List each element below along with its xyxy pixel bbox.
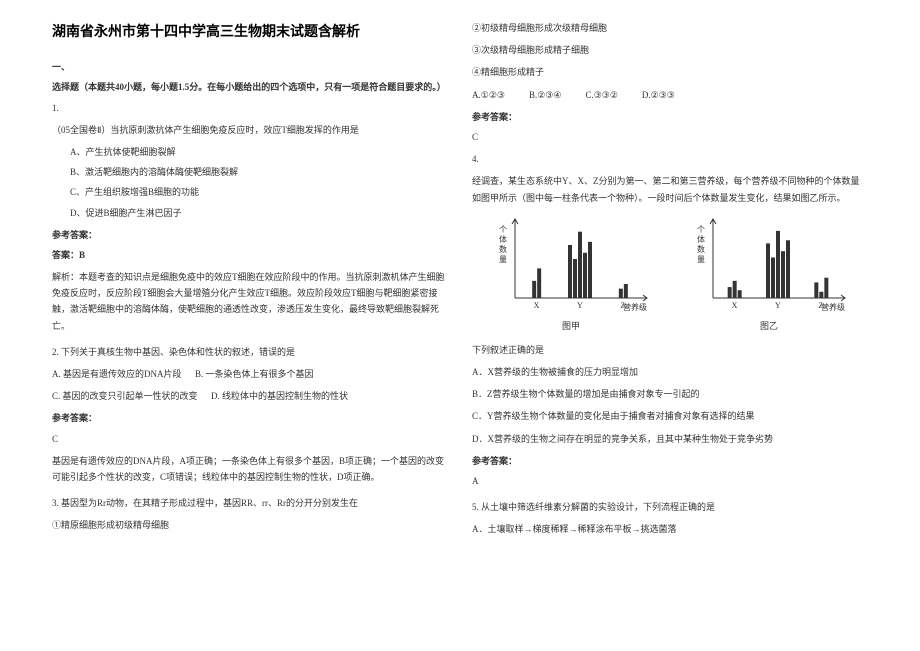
- section-instruction: 选择题（本题共40小题，每小题1.5分。在每小题给出的四个选项中，只有一项是符合…: [52, 79, 448, 95]
- q1-opt-b: B、激活靶细胞内的溶酶体酶使靶细胞裂解: [52, 164, 448, 180]
- q4-opt-c: C．Y营养级生物个体数量的变化是由于捕食者对捕食对象有选择的结果: [472, 408, 868, 424]
- q2-explanation: 基因是有遗传效应的DNA片段，A项正确；一条染色体上有很多个基因，B项正确；一个…: [52, 453, 448, 485]
- q5-opt-a: A．土壤取样→梯度稀释→稀释涂布平板→挑选菌落: [472, 521, 868, 537]
- section-heading: 一、: [52, 59, 448, 75]
- svg-text:量: 量: [499, 255, 507, 264]
- q1-ans-label: 参考答案：: [52, 227, 448, 243]
- q1-stem: （05全国卷Ⅱ）当抗原刺激抗体产生细胞免疫反应时，效应T细胞发挥的作用是: [52, 122, 448, 138]
- svg-text:营养级: 营养级: [821, 302, 845, 312]
- left-column: 湖南省永州市第十四中学高三生物期末试题含解析 一、 选择题（本题共40小题，每小…: [40, 20, 460, 631]
- chart-yi: 个体数量营养级 X Y Z: [689, 214, 849, 314]
- q2-stem: 2. 下列关于真核生物中基因、染色体和性状的叙述，错误的是: [52, 344, 448, 360]
- chart-jia: 个体数量营养级 X Y Z: [491, 214, 651, 314]
- q3-o4: ④精细胞形成精子: [472, 64, 868, 80]
- svg-text:数: 数: [499, 244, 507, 254]
- svg-text:数: 数: [697, 244, 705, 254]
- svg-text:Y: Y: [577, 301, 583, 310]
- q4-sub: 下列叙述正确的是: [472, 342, 868, 358]
- q3-opt-d: D.②③③: [642, 87, 675, 103]
- q1-ans: 答案：B: [52, 247, 448, 263]
- chart-yi-caption: 图乙: [689, 318, 849, 334]
- q2-ans: C: [52, 431, 448, 447]
- svg-text:体: 体: [499, 234, 507, 244]
- q3-o2: ②初级精母细胞形成次级精母细胞: [472, 20, 868, 36]
- svg-text:Y: Y: [775, 301, 781, 310]
- question-4: 4. 经调查，某生态系统中Y、X、Z分别为第一、第二和第三营养级，每个营养级不同…: [472, 151, 868, 489]
- svg-text:个: 个: [697, 225, 705, 234]
- q3-opt-a: A.①②③: [472, 87, 505, 103]
- q1-opt-c: C、产生组织胺增强B细胞的功能: [52, 184, 448, 200]
- svg-text:体: 体: [697, 234, 705, 244]
- question-3: 3. 基因型为Rr动物，在其精子形成过程中，基因RR、rr、Rr的分开分别发生在…: [52, 495, 448, 533]
- q4-opt-b: B．Z营养级生物个体数量的增加是由捕食对象专一引起的: [472, 386, 868, 402]
- q5-stem: 5. 从土壤中筛选纤维素分解菌的实验设计，下列流程正确的是: [472, 499, 868, 515]
- q4-ans-label: 参考答案：: [472, 453, 868, 469]
- q1-explanation: 解析：本题考查的知识点是细胞免疫中的效应T细胞在效应阶段中的作用。当抗原刺激机体…: [52, 269, 448, 334]
- q3-ans: C: [472, 129, 868, 145]
- q3-opt-c: C.③③②: [585, 87, 617, 103]
- chart-jia-caption: 图甲: [491, 318, 651, 334]
- question-1: 1. （05全国卷Ⅱ）当抗原刺激抗体产生细胞免疫反应时，效应T细胞发挥的作用是 …: [52, 100, 448, 334]
- question-5: 5. 从土壤中筛选纤维素分解菌的实验设计，下列流程正确的是 A．土壤取样→梯度稀…: [472, 499, 868, 537]
- right-column: ②初级精母细胞形成次级精母细胞 ③次级精母细胞形成精子细胞 ④精细胞形成精子 A…: [460, 20, 880, 631]
- q4-opt-a: A．X营养级的生物被捕食的压力明显增加: [472, 364, 868, 380]
- q3-ans-label: 参考答案：: [472, 109, 868, 125]
- q2-ans-label: 参考答案：: [52, 410, 448, 426]
- svg-text:个: 个: [499, 225, 507, 234]
- doc-title: 湖南省永州市第十四中学高三生物期末试题含解析: [52, 20, 448, 45]
- q2-line1: A. 基因是有遗传效应的DNA片段 B. 一条染色体上有很多个基因: [52, 366, 448, 382]
- q1-opt-d: D、促进B细胞产生淋巴因子: [52, 205, 448, 221]
- q3-opt-b: B.②③④: [529, 87, 561, 103]
- q1-num: 1.: [52, 100, 448, 116]
- q3-o1: ①精原细胞形成初级精母细胞: [52, 517, 448, 533]
- q2-line2: C. 基因的改变只引起单一性状的改变 D. 线粒体中的基因控制生物的性状: [52, 388, 448, 404]
- q3-options-row: A.①②③ B.②③④ C.③③② D.②③③: [472, 87, 868, 103]
- svg-text:营养级: 营养级: [623, 302, 647, 312]
- chart-row: 个体数量营养级XYZ 个体数量营养级XYZ: [472, 214, 868, 314]
- q1-opt-a: A、产生抗体使靶细胞裂解: [52, 144, 448, 160]
- chart-caption-row: 图甲 图乙: [472, 318, 868, 334]
- q3-o3: ③次级精母细胞形成精子细胞: [472, 42, 868, 58]
- q4-stem: 经调查，某生态系统中Y、X、Z分别为第一、第二和第三营养级，每个营养级不同物种的…: [472, 173, 868, 205]
- svg-text:X: X: [534, 301, 540, 310]
- svg-text:X: X: [732, 301, 738, 310]
- question-2: 2. 下列关于真核生物中基因、染色体和性状的叙述，错误的是 A. 基因是有遗传效…: [52, 344, 448, 485]
- q4-num: 4.: [472, 151, 868, 167]
- q3-stem: 3. 基因型为Rr动物，在其精子形成过程中，基因RR、rr、Rr的分开分别发生在: [52, 495, 448, 511]
- q4-ans: A: [472, 473, 868, 489]
- svg-text:Z: Z: [620, 301, 625, 310]
- svg-text:量: 量: [697, 255, 705, 264]
- svg-text:Z: Z: [818, 301, 823, 310]
- q4-opt-d: D．X营养级的生物之间存在明显的竞争关系，且其中某种生物处于竞争劣势: [472, 431, 868, 447]
